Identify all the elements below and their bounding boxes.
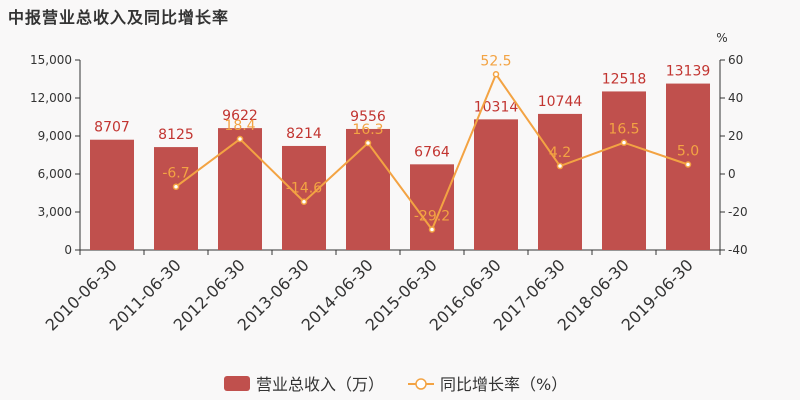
y-right-tick-label: -20	[728, 205, 748, 219]
line-point	[236, 135, 244, 143]
y-left-tick-label: 12,000	[30, 91, 72, 105]
line-point	[684, 161, 692, 168]
line-data-label: -14.6	[286, 181, 322, 197]
bar-data-label: 10744	[538, 94, 583, 110]
y-right-tick-label: 20	[728, 129, 743, 143]
bar-data-label: 6764	[414, 144, 450, 160]
legend-bar-label: 营业总收入（万）	[256, 375, 384, 394]
bar	[346, 128, 390, 250]
chart-title: 中报营业总收入及同比增长率	[8, 8, 230, 27]
line-point	[172, 183, 180, 190]
bar	[602, 91, 646, 251]
y-left-tick-label: 15,000	[30, 53, 72, 67]
y-right-tick-label: 40	[728, 91, 743, 105]
y-left-tick-label: 6,000	[38, 167, 72, 181]
bar	[154, 147, 198, 250]
bar	[538, 113, 582, 250]
line-point	[300, 198, 308, 205]
line-point	[364, 139, 372, 147]
y-left-tick-label: 3,000	[38, 205, 72, 219]
line-data-label: 52.5	[480, 53, 511, 69]
bar-data-label: 8707	[94, 120, 130, 136]
legend-line-marker	[415, 378, 427, 390]
line-data-label: 16.5	[608, 122, 639, 138]
line-point	[620, 139, 628, 146]
y-left-tick-label: 9,000	[38, 129, 72, 143]
line-data-label: -6.7	[162, 166, 189, 182]
bar-data-label: 12518	[602, 71, 647, 87]
bar-data-label: 8125	[158, 127, 194, 143]
line-point	[556, 162, 564, 170]
line-point	[428, 226, 436, 233]
bar	[90, 139, 134, 250]
bar-data-label: 13139	[666, 64, 711, 80]
bar-data-label: 8214	[286, 126, 322, 142]
line-point	[492, 71, 500, 78]
line-data-label: 18.4	[224, 118, 255, 134]
y-right-tick-label: -40	[728, 243, 748, 257]
line-data-label: 5.0	[677, 144, 699, 160]
line-data-label: 4.2	[549, 145, 571, 161]
bar-data-label: 9556	[350, 109, 386, 125]
legend-line-label: 同比增长率（%）	[440, 375, 567, 394]
bar	[410, 164, 454, 250]
line-data-label: -29.2	[414, 208, 450, 224]
bar	[218, 128, 262, 250]
y-right-tick-label: 0	[728, 167, 736, 181]
bar-data-label: 9622	[222, 108, 258, 124]
y-left-tick-label: 0	[64, 243, 72, 257]
y-right-tick-label: 60	[728, 53, 743, 67]
legend-bar-swatch	[224, 376, 250, 391]
line-data-label: 16.3	[352, 122, 383, 138]
bar	[474, 119, 518, 250]
bar	[282, 145, 326, 250]
y-right-unit: %	[716, 31, 727, 45]
